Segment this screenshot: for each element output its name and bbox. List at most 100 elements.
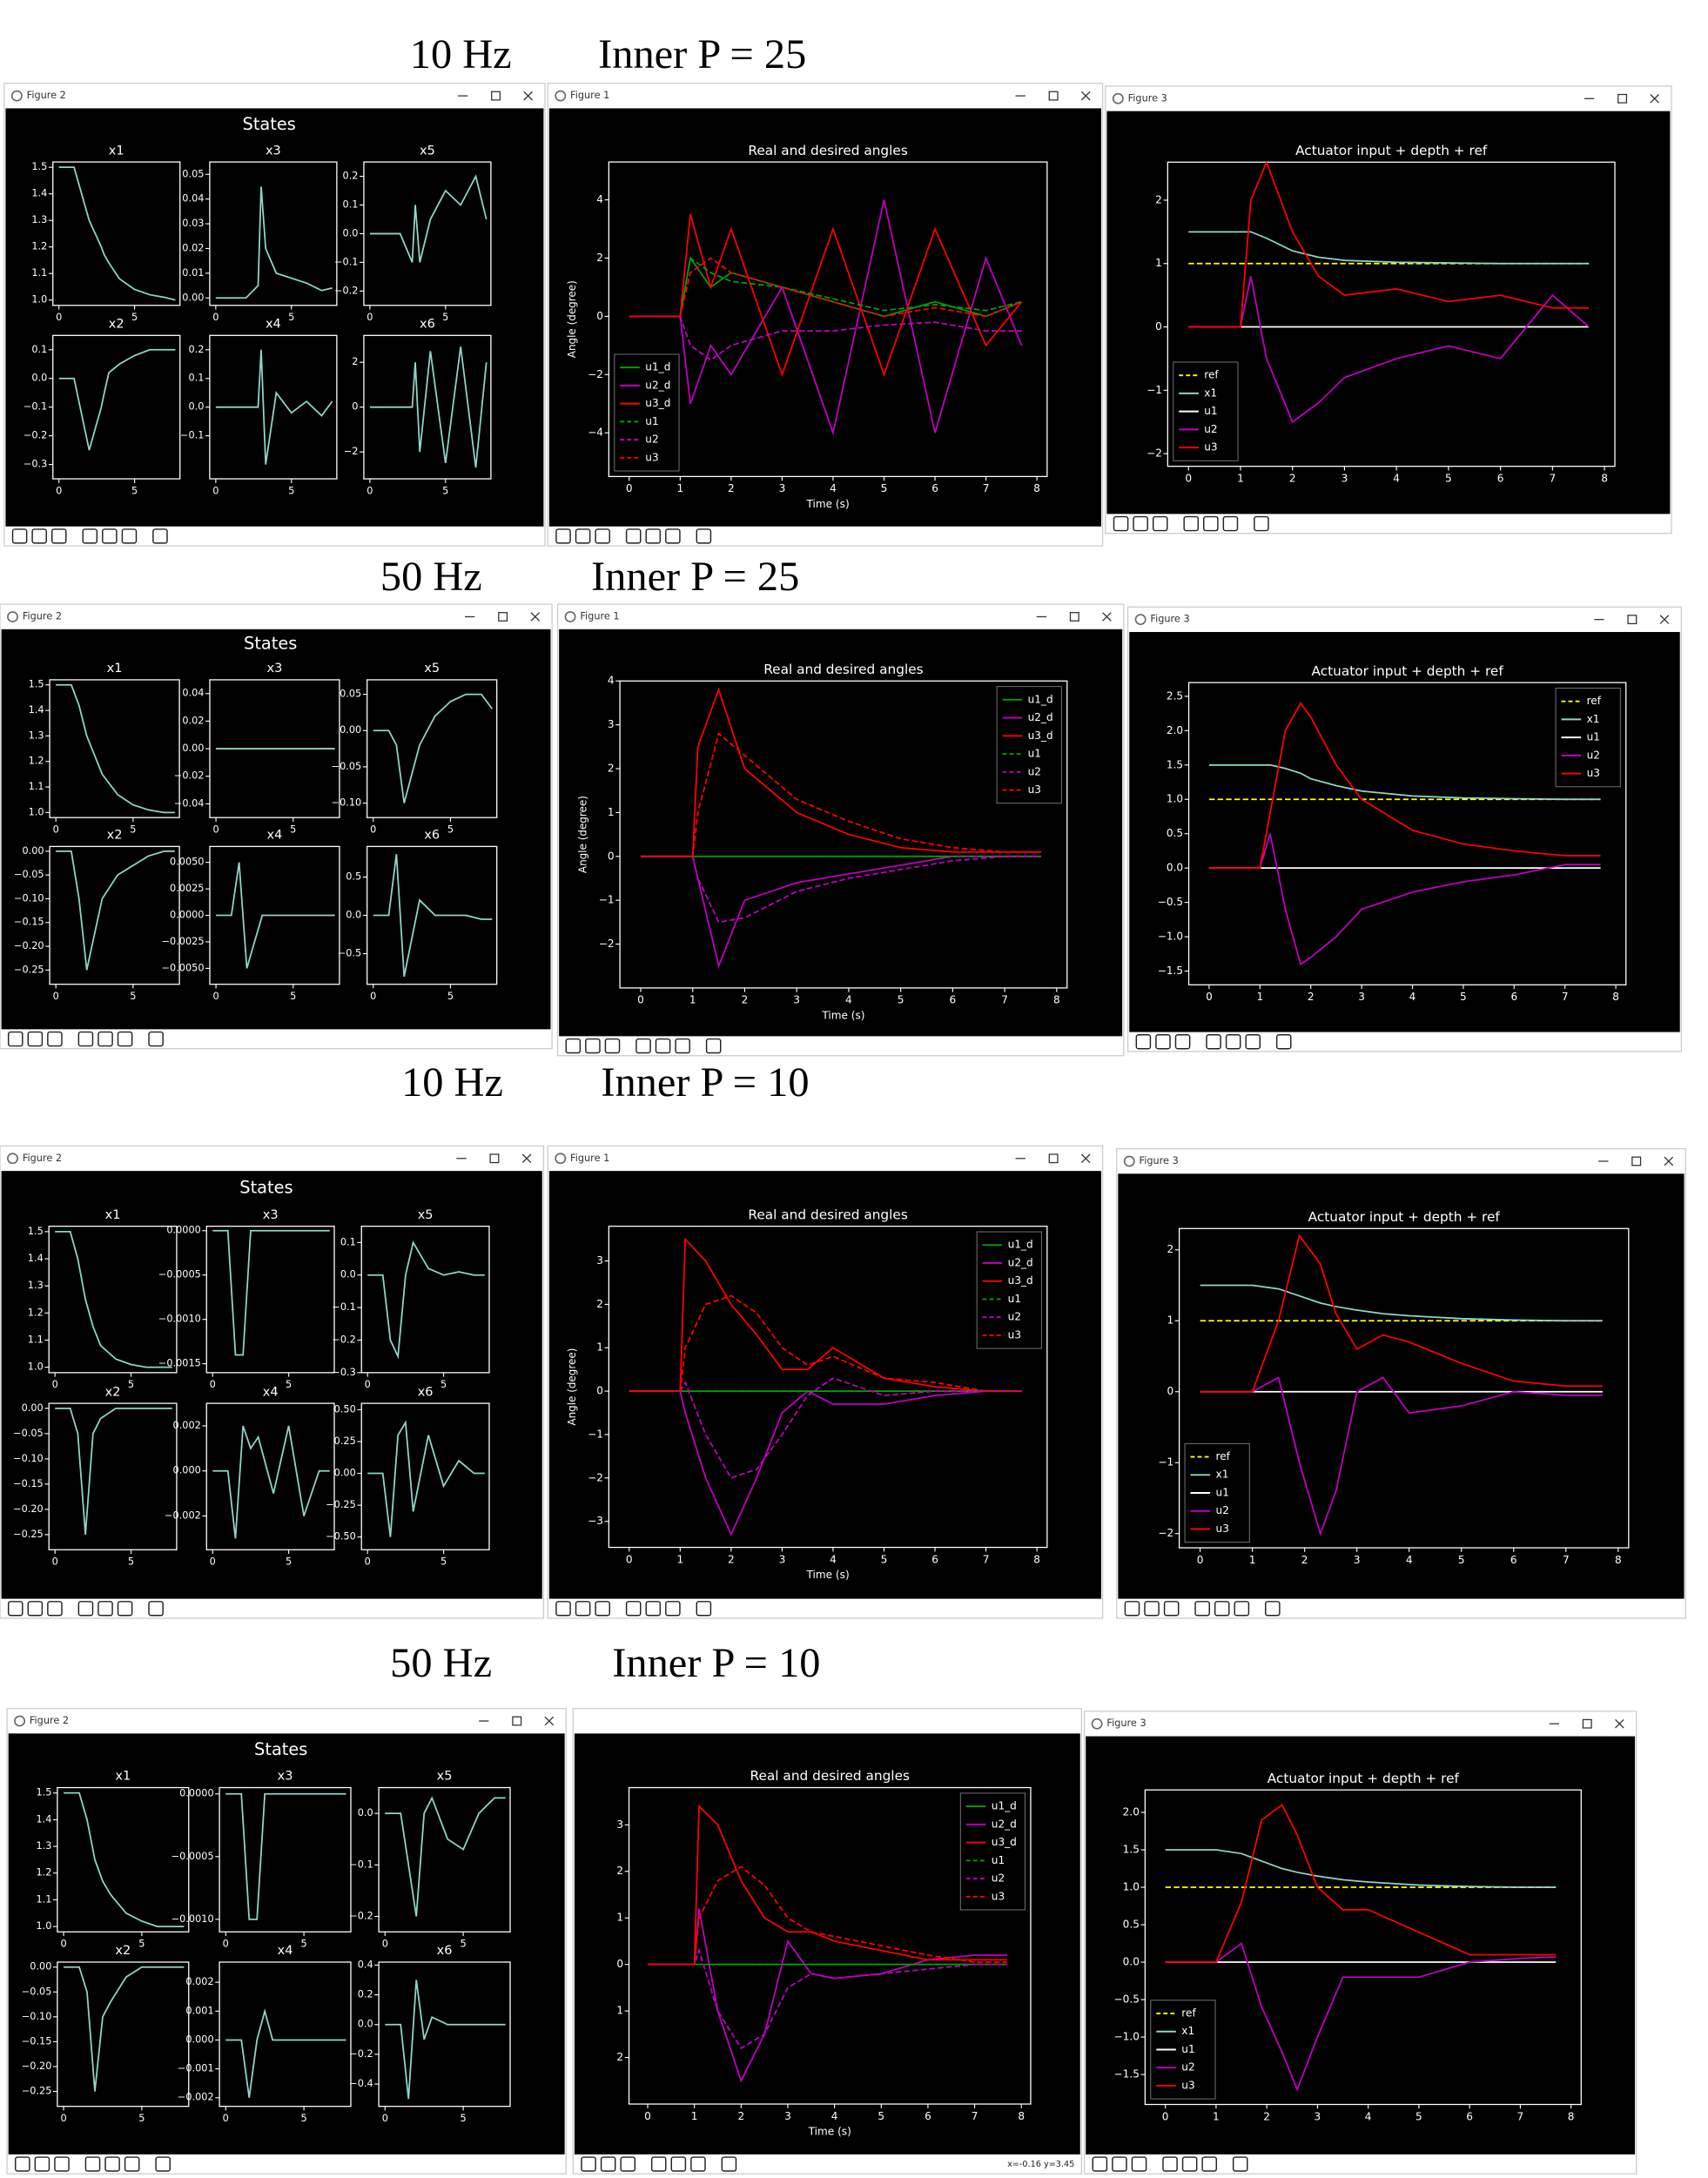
toolbar-zoom-button[interactable] <box>670 2156 687 2172</box>
toolbar-back-button[interactable] <box>1155 1034 1171 1050</box>
toolbar-configure-button[interactable] <box>1234 1601 1250 1617</box>
maximize-button[interactable] <box>498 612 508 622</box>
toolbar-save-button[interactable] <box>705 1038 722 1054</box>
maximize-button[interactable] <box>1048 91 1059 101</box>
toolbar-configure-button[interactable] <box>690 2156 706 2172</box>
toolbar-zoom-button[interactable] <box>1181 2156 1198 2172</box>
close-button[interactable] <box>1615 1718 1624 1729</box>
toolbar-forward-button[interactable] <box>595 1601 610 1617</box>
toolbar-back-button[interactable] <box>575 1601 591 1617</box>
toolbar-home-button[interactable] <box>1113 515 1129 532</box>
toolbar-forward-button[interactable] <box>1131 2156 1147 2172</box>
toolbar-forward-button[interactable] <box>1152 515 1168 532</box>
toolbar-zoom-button[interactable] <box>98 1031 113 1047</box>
toolbar-pan-button[interactable] <box>625 1601 642 1617</box>
toolbar-pan-button[interactable] <box>1183 515 1200 532</box>
toolbar-save-button[interactable] <box>152 528 168 544</box>
toolbar-zoom-button[interactable] <box>645 1601 662 1617</box>
toolbar-pan-button[interactable] <box>1206 1034 1221 1050</box>
toolbar-forward-button[interactable] <box>1163 1601 1180 1617</box>
toolbar-configure-button[interactable] <box>665 528 681 544</box>
toolbar-back-button[interactable] <box>27 1601 44 1617</box>
toolbar-back-button[interactable] <box>1112 2156 1127 2172</box>
toolbar-back-button[interactable] <box>31 528 47 544</box>
toolbar-configure-button[interactable] <box>665 1601 681 1617</box>
maximize-button[interactable] <box>1617 93 1628 104</box>
toolbar-back-button[interactable] <box>27 1031 44 1047</box>
maximize-button[interactable] <box>1627 615 1637 625</box>
toolbar-pan-button[interactable] <box>1194 1601 1210 1617</box>
toolbar-zoom-button[interactable] <box>102 528 118 544</box>
toolbar-back-button[interactable] <box>600 2156 616 2172</box>
toolbar-save-button[interactable] <box>148 1601 164 1617</box>
close-button[interactable] <box>1664 1156 1674 1166</box>
toolbar-save-button[interactable] <box>155 2156 171 2172</box>
close-button[interactable] <box>1102 612 1112 622</box>
close-button[interactable] <box>1659 615 1670 624</box>
close-button[interactable] <box>1080 1153 1091 1164</box>
toolbar-forward-button[interactable] <box>604 1038 621 1054</box>
toolbar-forward-button[interactable] <box>620 2156 636 2172</box>
close-button[interactable] <box>521 1153 532 1164</box>
toolbar-home-button[interactable] <box>15 2156 30 2172</box>
toolbar-configure-button[interactable] <box>1201 2156 1218 2172</box>
toolbar-configure-button[interactable] <box>117 1031 133 1047</box>
toolbar-save-button[interactable] <box>1232 2156 1248 2172</box>
toolbar-zoom-button[interactable] <box>98 1601 113 1617</box>
toolbar-save-button[interactable] <box>1265 1601 1281 1617</box>
toolbar-zoom-button[interactable] <box>1214 1601 1230 1617</box>
toolbar-back-button[interactable] <box>575 528 591 544</box>
toolbar-configure-button[interactable] <box>1222 515 1239 532</box>
toolbar-save-button[interactable] <box>721 2156 737 2172</box>
toolbar-home-button[interactable] <box>11 528 28 544</box>
toolbar-home-button[interactable] <box>1092 2156 1108 2172</box>
toolbar-forward-button[interactable] <box>54 2156 70 2172</box>
toolbar-back-button[interactable] <box>1144 1601 1160 1617</box>
close-button[interactable] <box>530 612 541 622</box>
toolbar-configure-button[interactable] <box>117 1601 133 1617</box>
close-button[interactable] <box>523 91 533 101</box>
toolbar-home-button[interactable] <box>7 1031 24 1047</box>
close-button[interactable] <box>1080 91 1091 101</box>
maximize-button[interactable] <box>489 1153 500 1164</box>
toolbar-save-button[interactable] <box>696 528 712 544</box>
close-button[interactable] <box>544 1716 555 1726</box>
maximize-button[interactable] <box>512 1716 522 1726</box>
toolbar-zoom-button[interactable] <box>104 2156 120 2172</box>
toolbar-back-button[interactable] <box>1133 515 1148 532</box>
toolbar-configure-button[interactable] <box>121 528 138 544</box>
toolbar-back-button[interactable] <box>34 2156 50 2172</box>
toolbar-save-button[interactable] <box>696 1601 712 1617</box>
toolbar-zoom-button[interactable] <box>655 1038 671 1054</box>
toolbar-home-button[interactable] <box>581 2156 596 2172</box>
maximize-button[interactable] <box>1582 1718 1592 1729</box>
toolbar-pan-button[interactable] <box>82 528 98 544</box>
close-button[interactable] <box>1650 94 1659 104</box>
toolbar-home-button[interactable] <box>1124 1601 1140 1617</box>
toolbar-pan-button[interactable] <box>77 1601 94 1617</box>
toolbar-home-button[interactable] <box>555 528 571 544</box>
toolbar-configure-button[interactable] <box>1245 1034 1261 1050</box>
toolbar-configure-button[interactable] <box>675 1038 690 1054</box>
toolbar-home-button[interactable] <box>1135 1034 1152 1050</box>
toolbar-forward-button[interactable] <box>595 528 610 544</box>
toolbar-zoom-button[interactable] <box>1225 1034 1241 1050</box>
maximize-button[interactable] <box>491 91 501 101</box>
toolbar-pan-button[interactable] <box>77 1031 94 1047</box>
toolbar-configure-button[interactable] <box>124 2156 140 2172</box>
toolbar-pan-button[interactable] <box>650 2156 667 2172</box>
toolbar-save-button[interactable] <box>1254 515 1269 532</box>
toolbar-forward-button[interactable] <box>47 1031 63 1047</box>
toolbar-pan-button[interactable] <box>625 528 642 544</box>
toolbar-back-button[interactable] <box>585 1038 601 1054</box>
toolbar-home-button[interactable] <box>565 1038 582 1054</box>
toolbar-zoom-button[interactable] <box>1203 515 1219 532</box>
toolbar-pan-button[interactable] <box>635 1038 651 1054</box>
toolbar-forward-button[interactable] <box>47 1601 63 1617</box>
toolbar-save-button[interactable] <box>1275 1034 1292 1050</box>
toolbar-pan-button[interactable] <box>84 2156 101 2172</box>
toolbar-zoom-button[interactable] <box>645 528 662 544</box>
toolbar-home-button[interactable] <box>555 1601 571 1617</box>
toolbar-home-button[interactable] <box>7 1601 24 1617</box>
toolbar-pan-button[interactable] <box>1162 2156 1178 2172</box>
